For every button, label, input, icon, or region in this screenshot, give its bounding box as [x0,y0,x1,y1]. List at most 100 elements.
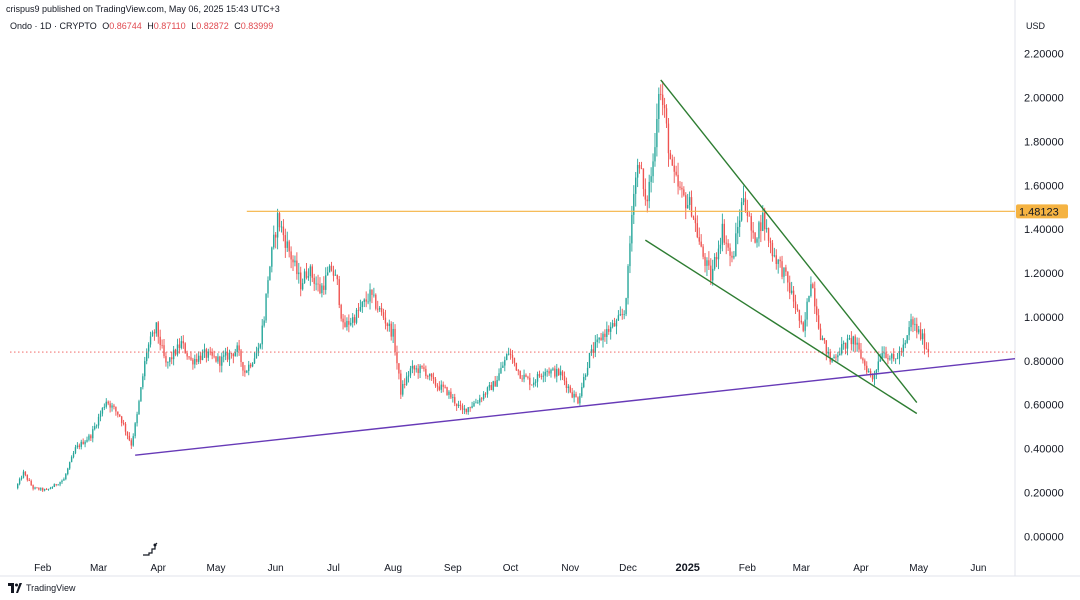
candle-body [719,244,722,249]
candle-body [893,354,895,359]
candle-body [864,360,866,366]
candle-body [687,205,689,209]
candle-body [912,319,914,325]
candle-body [760,222,762,231]
trendline-support [135,357,1016,456]
candle-body [155,322,158,334]
candle-body [752,230,754,233]
candle-body [910,319,912,328]
candle-body [355,309,358,323]
candle-body [869,370,872,374]
candle-body [442,384,444,387]
candle-body [330,265,333,271]
candle-body [65,474,67,480]
candle-body [712,268,714,281]
candle-body [165,356,167,363]
candle-body [421,365,423,368]
candle-body [430,373,433,378]
candle-body [219,356,221,366]
candle-body [380,308,383,313]
candle-body [623,314,625,315]
candle-body [163,345,165,357]
candle-body [178,344,181,348]
candle-body [109,403,111,408]
candle-body [507,353,510,355]
candle-body [608,328,610,332]
candle-body [908,327,910,336]
candle-body [446,387,448,395]
candle-body [602,333,604,341]
candle-body [615,320,618,327]
candle-body [101,407,104,414]
candle-body [569,386,571,393]
candle-body [307,276,310,278]
time-axis[interactable]: Feb Mar Apr May Jun Jul Aug Sep Oct Nov Dec 2025 Feb… [34,562,986,574]
candle-body [301,283,304,290]
candle-body [296,260,298,275]
candle-body [746,211,749,216]
candle-body [879,359,881,362]
candle-body [921,333,924,340]
candle-body [221,356,223,366]
candle-body [140,387,142,402]
candle-body [384,317,387,324]
candle-body [211,351,213,356]
candle-body [671,159,673,166]
price-axis[interactable]: 2.20000 2.00000 1.80000 1.60000 1.40000 1.200… [1024,49,1064,544]
candle-body [57,484,59,486]
candle-body [138,401,140,415]
candle-body [571,392,573,398]
candle-body [134,423,136,437]
candle-body [350,322,352,325]
candle-body [806,301,808,320]
candle-body [332,270,335,276]
candle-body [80,441,82,447]
candle-body [833,356,835,358]
candle-body [136,414,138,424]
candle-body [186,353,188,357]
candle-body [617,315,620,321]
candle-body [303,271,306,284]
candle-body [904,342,906,345]
candle-body [149,336,152,345]
candle-body [167,361,169,363]
candle-body [317,283,319,285]
candle-body [669,153,672,160]
candle-body [627,266,629,299]
candle-body [821,338,824,340]
candle-body [196,358,198,362]
candle-body [88,435,90,440]
candles-layer [17,80,930,493]
candle-body [717,248,720,260]
candle-body [765,228,768,230]
price-tick-label: 0.40000 [1024,444,1064,456]
candle-body [363,299,365,302]
time-tick-label: Jun [970,563,986,574]
candle-body [184,343,186,354]
candle-body [681,187,683,190]
candle-body [625,298,627,315]
candle-body [636,164,639,178]
bracket-drawing-icon[interactable] [140,540,160,558]
candle-body [715,256,718,260]
candle-body [377,308,379,310]
candle-body [764,212,766,230]
candle-body [407,375,410,377]
candle-body [190,357,192,360]
candle-body [783,267,785,277]
candle-body [619,314,622,316]
time-tick-label: Nov [561,563,579,574]
candle-body [390,323,392,337]
candle-body [261,325,263,345]
candle-body [529,377,531,385]
candle-body [771,242,774,257]
footer-brand[interactable]: TradingView [8,583,76,593]
candle-body [789,282,791,293]
candle-body [469,407,471,409]
candle-body [280,226,283,228]
candle-body [837,355,839,358]
candle-body [891,354,893,359]
candle-body [61,480,63,483]
candle-body [251,363,254,367]
